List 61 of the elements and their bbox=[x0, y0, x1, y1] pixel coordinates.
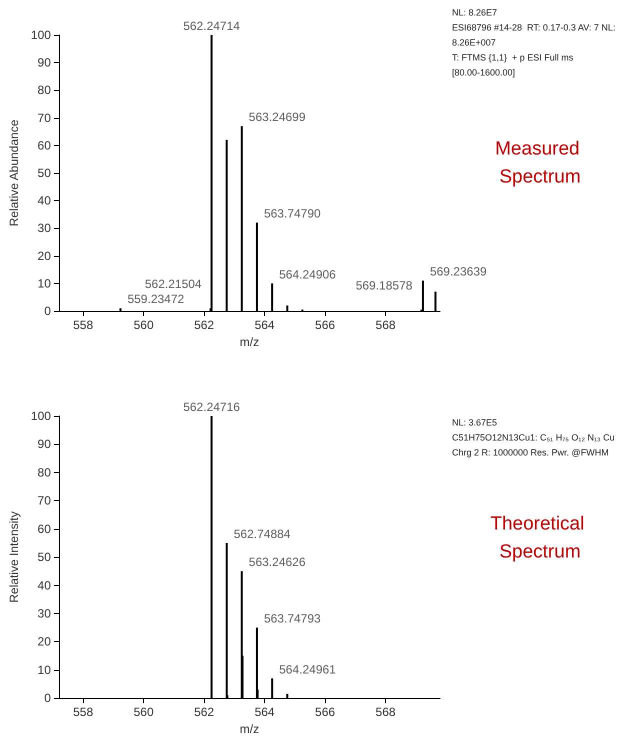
annotation: 564.24961 bbox=[279, 662, 336, 676]
x-axis-title: m/z bbox=[240, 722, 260, 736]
annotation: 562.21504 bbox=[144, 277, 202, 292]
y-tick-label: 40 bbox=[38, 194, 52, 208]
text: Chrg 2 R: 1000000 Res. Pwr. @FWHM bbox=[452, 448, 609, 458]
annotation: 562.74884 bbox=[234, 526, 291, 541]
y-tick-label: 60 bbox=[38, 138, 52, 152]
text: NL: 8.26E7 bbox=[452, 8, 498, 18]
text: Measured Spectrum bbox=[495, 138, 585, 188]
y-tick-label: 20 bbox=[38, 634, 52, 649]
annotation: 563.24626 bbox=[248, 555, 306, 570]
y-tick-label: 90 bbox=[38, 437, 52, 452]
y-tick-label: 20 bbox=[38, 248, 52, 263]
x-tick-label: 560 bbox=[134, 705, 154, 720]
y-tick-label: 10 bbox=[38, 276, 52, 290]
y-tick-label: 50 bbox=[38, 550, 52, 564]
y-tick-label: 100 bbox=[30, 409, 52, 423]
text: ESI68796 #14-28 RT: 0.17-0.3 AV: 7 NL: bbox=[452, 22, 616, 32]
x-tick-label: 568 bbox=[376, 318, 396, 332]
y-tick-label: 70 bbox=[38, 494, 52, 508]
annotation: 569.23639 bbox=[430, 264, 488, 279]
x-axis-title: m/z bbox=[240, 334, 260, 349]
text: [80.00-1600.00] bbox=[452, 68, 516, 78]
y-tick-label: 10 bbox=[38, 662, 52, 677]
text: Theoretical Spectrum bbox=[490, 514, 590, 562]
x-tick-label: 564 bbox=[254, 318, 275, 332]
x-tick-label: 558 bbox=[73, 705, 94, 720]
text: C51H75O12N13Cu1: C₅₁ H₇₅ O₁₂ N₁₃ Cu bbox=[452, 432, 615, 442]
annotation: 563.74793 bbox=[264, 612, 322, 626]
y-tick-label: 80 bbox=[38, 465, 52, 480]
y-tick-label: 60 bbox=[38, 522, 52, 536]
y-tick-label: 30 bbox=[38, 606, 52, 620]
y-tick-label: 30 bbox=[38, 221, 52, 236]
x-tick-label: 568 bbox=[376, 705, 396, 720]
x-tick-label: 558 bbox=[73, 318, 94, 332]
y-tick-label: 80 bbox=[38, 83, 52, 98]
x-tick-label: 566 bbox=[315, 318, 336, 332]
y-tick-label: 0 bbox=[44, 691, 52, 706]
text: T: FTMS {1,1} + p ESI Full ms bbox=[452, 52, 574, 62]
y-tick-label: 40 bbox=[38, 578, 52, 592]
y-tick-label: 90 bbox=[38, 56, 52, 70]
annotation: 569.18578 bbox=[356, 278, 413, 293]
y-axis-title: Relative Intensity bbox=[7, 511, 21, 603]
x-tick-label: 566 bbox=[315, 705, 336, 720]
annotation: 559.23472 bbox=[127, 292, 185, 306]
annotation: 562.24714 bbox=[183, 19, 240, 33]
y-tick-label: 0 bbox=[44, 304, 52, 318]
x-tick-label: 562 bbox=[194, 705, 214, 720]
x-tick-label: 560 bbox=[134, 318, 154, 332]
annotation: 563.74790 bbox=[264, 206, 322, 221]
text: NL: 3.67E5 bbox=[452, 418, 498, 428]
text: 8.26E+007 bbox=[452, 38, 496, 48]
x-tick-label: 564 bbox=[254, 705, 275, 720]
y-tick-label: 50 bbox=[38, 166, 52, 180]
annotation: 562.24716 bbox=[183, 400, 240, 414]
x-tick-label: 562 bbox=[194, 318, 214, 332]
y-axis-title: Relative Abundance bbox=[7, 119, 21, 226]
y-tick-label: 70 bbox=[38, 110, 52, 125]
annotation: 563.24699 bbox=[248, 110, 306, 124]
annotation: 564.24906 bbox=[279, 267, 336, 282]
y-tick-label: 100 bbox=[30, 28, 52, 42]
